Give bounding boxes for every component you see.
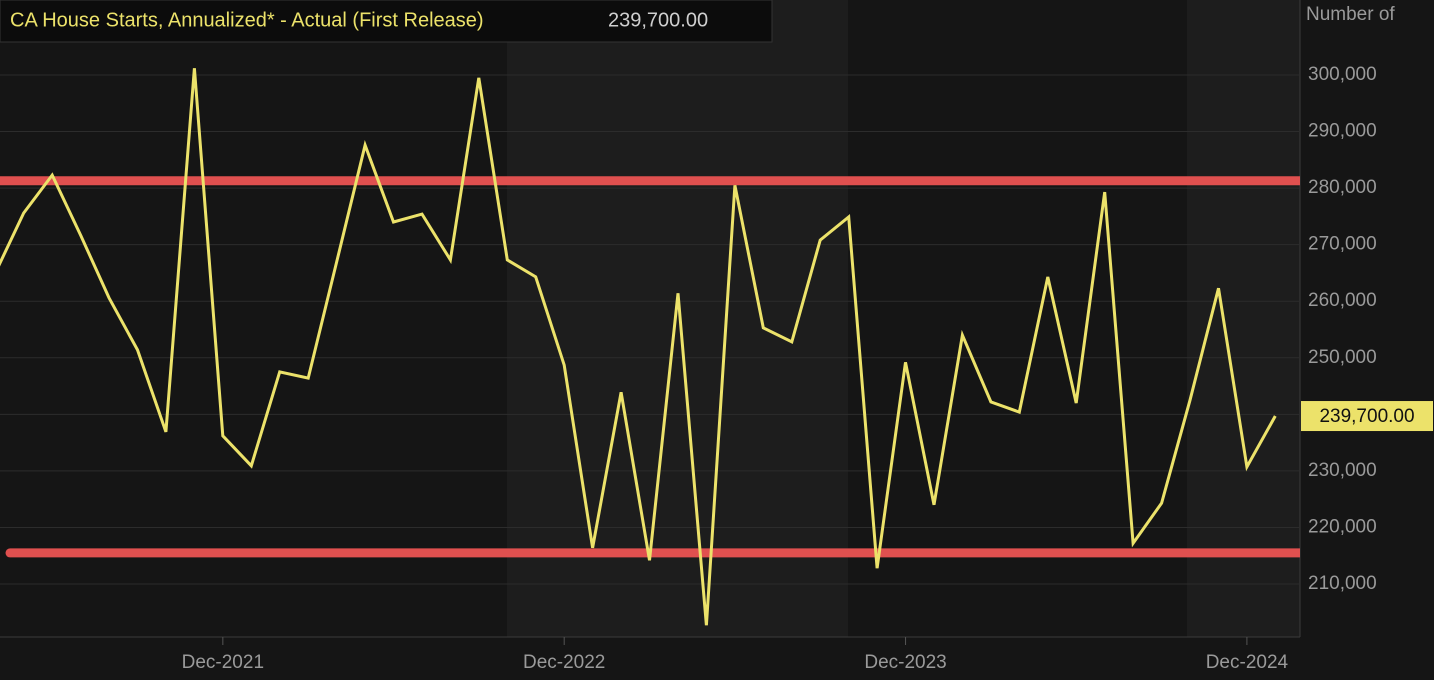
x-tick-label: Dec-2024 bbox=[1206, 652, 1289, 673]
y-tick-label: 250,000 bbox=[1308, 347, 1377, 368]
data-line bbox=[0, 68, 1277, 626]
x-tick-label: Dec-2022 bbox=[523, 652, 605, 673]
legend-label: CA House Starts, Annualized* - Actual (F… bbox=[10, 9, 484, 31]
shaded-band bbox=[1187, 0, 1300, 637]
y-axis-label: Number of bbox=[1306, 4, 1395, 25]
shaded-band bbox=[507, 0, 848, 637]
x-tick-label: Dec-2021 bbox=[182, 652, 264, 673]
y-tick-label: 260,000 bbox=[1308, 290, 1377, 311]
y-tick-label: 230,000 bbox=[1308, 460, 1377, 481]
y-tick-label: 300,000 bbox=[1308, 64, 1377, 85]
legend-box bbox=[0, 0, 773, 43]
x-tick-label: Dec-2023 bbox=[864, 652, 946, 673]
y-tick-label: 280,000 bbox=[1308, 177, 1377, 198]
y-tick-label: 220,000 bbox=[1308, 516, 1377, 537]
legend-value: 239,700.00 bbox=[608, 9, 708, 31]
current-value-label: 239,700.00 bbox=[1319, 406, 1414, 427]
y-tick-label: 290,000 bbox=[1308, 121, 1377, 142]
y-tick-label: 210,000 bbox=[1308, 573, 1377, 594]
current-value-tag bbox=[1301, 401, 1433, 432]
y-tick-label: 270,000 bbox=[1308, 234, 1377, 255]
